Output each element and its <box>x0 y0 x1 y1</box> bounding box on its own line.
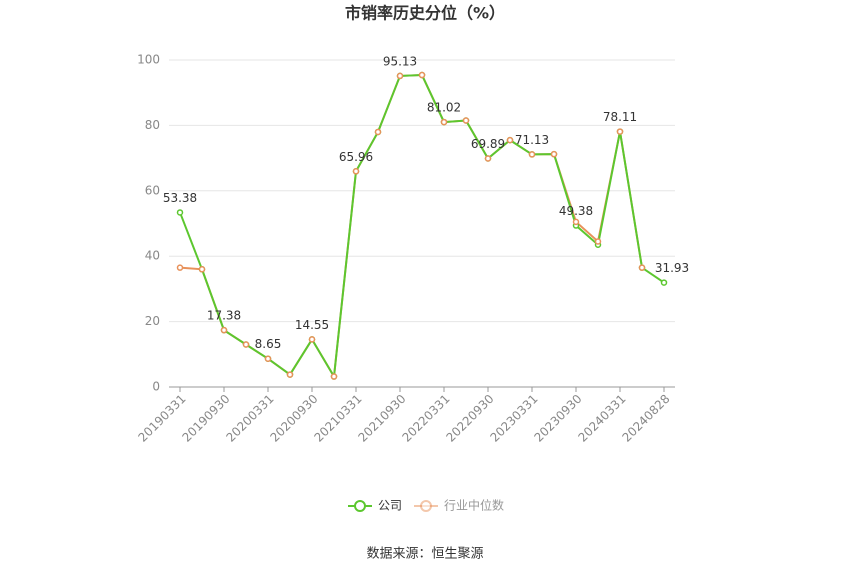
point <box>572 218 580 226</box>
y-tick-label: 80 <box>145 118 160 132</box>
y-tick-label: 0 <box>152 380 160 394</box>
point <box>440 118 448 126</box>
data-label: 71.13 <box>515 133 549 147</box>
point <box>176 209 184 216</box>
data-label: 14.55 <box>295 318 329 332</box>
point <box>330 373 338 380</box>
point <box>374 128 382 136</box>
point <box>286 371 294 378</box>
data-label: 65.96 <box>339 150 373 164</box>
point <box>638 264 646 271</box>
data-label: 81.02 <box>427 101 461 115</box>
source: 数据来源：恒生聚源 <box>366 547 483 562</box>
point <box>550 150 558 158</box>
data-label: 8.65 <box>255 337 282 351</box>
y-tick-label: 100 <box>137 53 160 67</box>
series-line <box>179 74 643 380</box>
point <box>264 355 272 362</box>
point <box>484 155 492 162</box>
data-label: 53.38 <box>163 191 197 205</box>
data-label: 17.38 <box>207 309 241 323</box>
chart-title: 市销率历史分位（%） <box>345 4 505 23</box>
point <box>506 136 514 144</box>
y-tick-label: 60 <box>145 183 160 197</box>
point <box>616 128 624 135</box>
point <box>176 264 184 271</box>
point <box>660 279 668 286</box>
legend-label: 行业中位数 <box>444 498 504 513</box>
data-label: 69.89 <box>471 137 505 151</box>
y-tick-label: 20 <box>145 314 160 328</box>
point <box>308 336 316 343</box>
point <box>242 341 250 348</box>
point <box>198 266 206 273</box>
point <box>220 326 228 334</box>
legend-label: 公司 <box>378 499 402 513</box>
data-label: 95.13 <box>383 54 417 68</box>
data-label: 78.11 <box>603 110 637 124</box>
x-tick-label: 20240828 <box>620 392 673 445</box>
point <box>396 72 404 80</box>
y-tick-label: 40 <box>145 249 160 263</box>
data-label: 31.93 <box>655 261 689 275</box>
point <box>528 151 536 158</box>
point <box>462 117 470 124</box>
legend-marker <box>354 500 366 512</box>
point <box>352 168 360 175</box>
legend-marker <box>420 500 432 512</box>
series-line <box>179 74 665 380</box>
point <box>594 238 602 245</box>
data-label: 49.38 <box>559 204 593 218</box>
point <box>418 71 426 79</box>
